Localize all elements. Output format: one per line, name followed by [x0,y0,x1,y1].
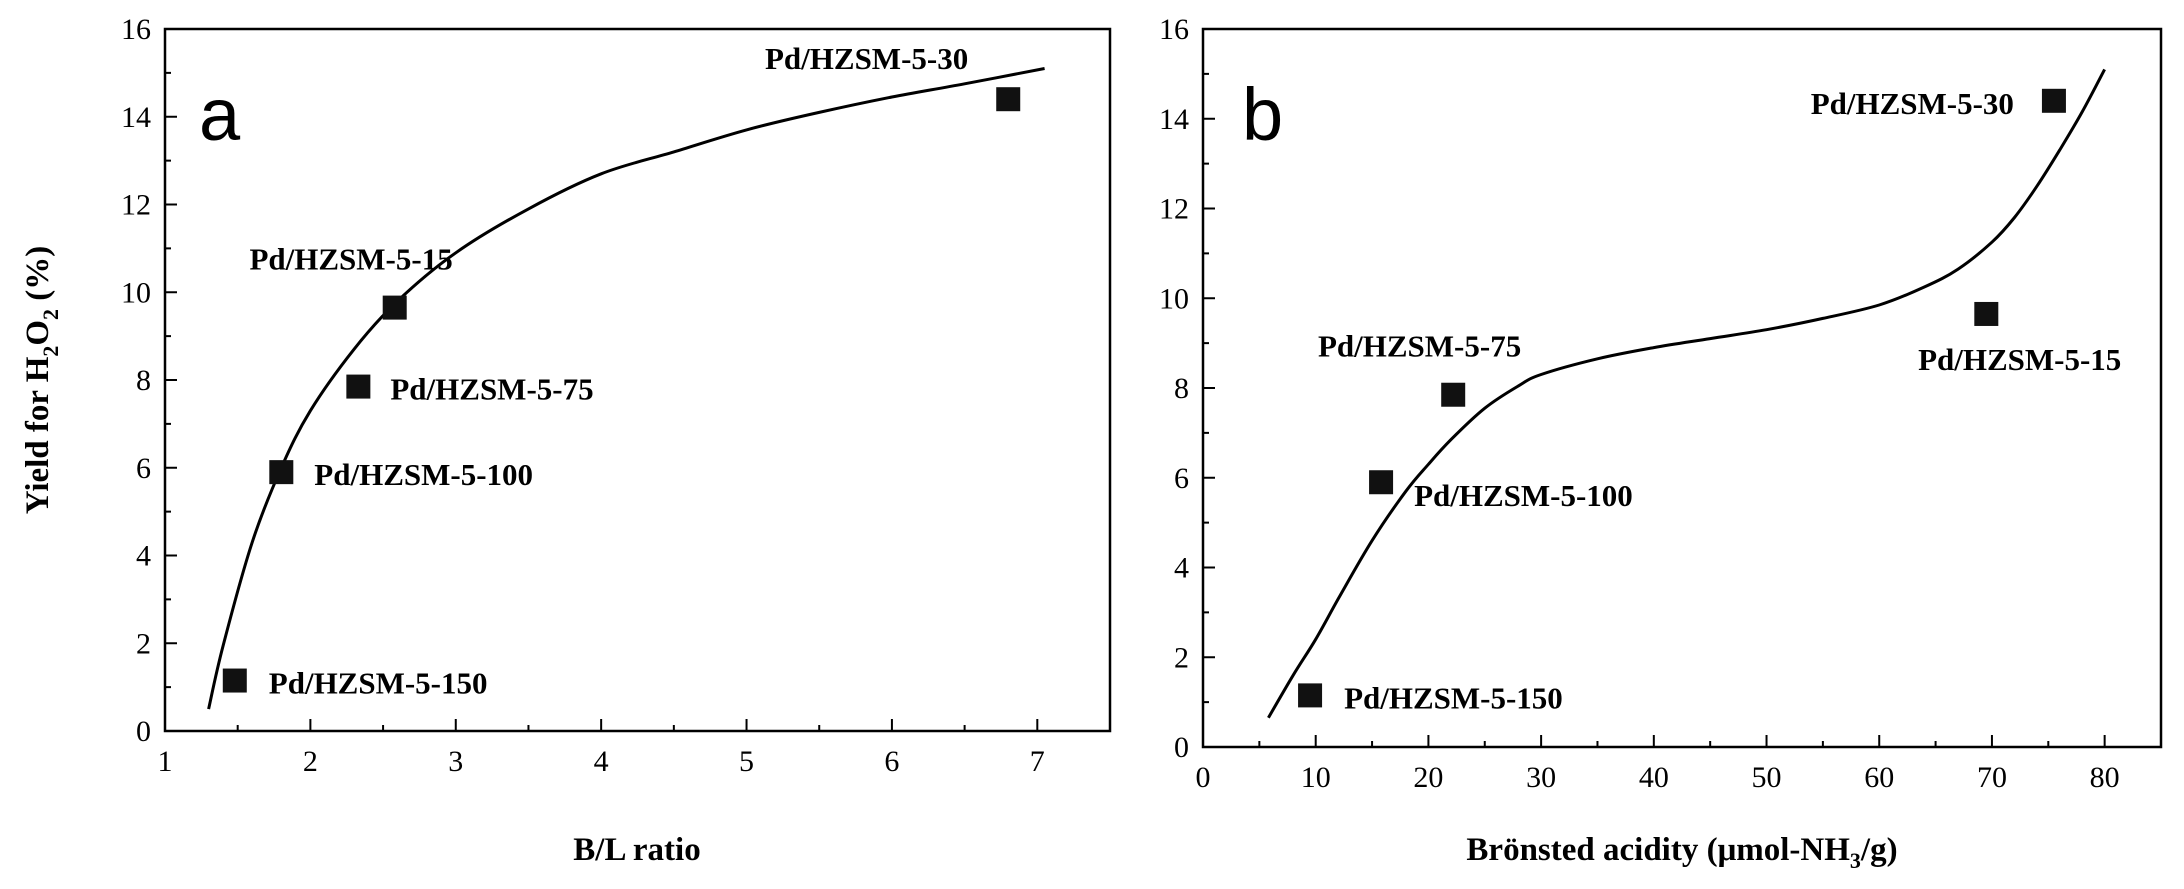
y-tick-label: 14 [1159,103,1189,136]
data-point-label: Pd/HZSM-5-30 [765,41,968,76]
data-point-label: Pd/HZSM-5-30 [1811,86,2014,121]
x-tick-label: 30 [1526,761,1556,794]
data-point-label: Pd/HZSM-5-15 [249,242,452,277]
panel-b-chart: 0 10 20 30 40 50 60 70 80 0 2 4 6 8 10 12 14 16 Pd/HZSM-5… [1159,13,2163,873]
y-tick-label: 2 [1174,641,1189,674]
y-tick-label: 12 [1159,193,1189,226]
data-point-marker [346,374,371,399]
fit-curve [1267,68,2106,719]
data-point-label: Pd/HZSM-5-15 [1918,342,2121,377]
data-point-marker [996,87,1021,112]
data-point-marker [1974,301,1999,326]
x-tick-label: 5 [739,745,754,778]
x-tick-label: 50 [1752,761,1782,794]
data-point-marker [222,668,247,693]
y-tick-label: 8 [136,364,151,397]
data-point-label: Pd/HZSM-5-75 [390,372,593,407]
data-point-label: Pd/HZSM-5-100 [1414,478,1633,513]
data-point-marker [1298,683,1323,708]
data-point-label: Pd/HZSM-5-150 [269,666,488,701]
data-point-marker [269,460,294,485]
panel-b-points: Pd/HZSM-5-150 Pd/HZSM-5-100 Pd/HZSM-5-75 Pd… [1298,86,2121,715]
y-tick-label: 0 [1174,731,1189,764]
y-tick-label: 2 [136,627,151,660]
panel-a-plot-frame [163,27,1112,733]
x-tick-label: 3 [448,745,463,778]
y-tick-label: 6 [136,452,151,485]
x-tick-label: 1 [158,745,173,778]
panel-a-points: Pd/HZSM-5-150 Pd/HZSM-5-100 Pd/HZSM-5-75 Pd… [222,41,1021,701]
x-tick-label: 2 [303,745,318,778]
y-tick-label: 6 [1174,462,1189,495]
x-tick-label: 4 [594,745,609,778]
panel-b-x-axis-title: Brönsted acidity (μmol-NH3/g) [1466,832,1897,873]
fit-curve [207,67,1045,710]
y-tick-label: 10 [121,276,151,309]
y-tick-label: 16 [121,13,151,46]
panel-b-curve-layer [1267,68,2106,719]
panel-b-plot-frame [1201,27,2163,749]
y-tick-label: 12 [121,189,151,222]
panel-a-x-axis-title: B/L ratio [573,832,700,868]
y-tick-label: 14 [121,101,151,134]
data-point-marker [382,295,407,320]
data-point-marker [2041,88,2066,113]
x-tick-label: 40 [1639,761,1669,794]
x-tick-label: 6 [884,745,899,778]
x-tick-label: 7 [1030,745,1045,778]
y-tick-label: 16 [1159,13,1189,46]
y-tick-label: 8 [1174,372,1189,405]
data-point-label: Pd/HZSM-5-150 [1344,680,1563,715]
panel-a-letter: a [199,73,241,156]
data-point-marker [1369,470,1394,495]
panel-a-y-axis-title: Yield for H2O2 (%) [20,246,63,515]
data-point-label: Pd/HZSM-5-75 [1318,329,1521,364]
x-tick-label: 20 [1413,761,1443,794]
x-tick-label: 70 [1977,761,2007,794]
panel-a-curve-layer [207,67,1045,710]
y-tick-label: 10 [1159,282,1189,315]
data-point-label: Pd/HZSM-5-100 [314,457,533,492]
y-tick-label: 4 [1174,552,1189,585]
x-tick-label: 60 [1864,761,1894,794]
y-tick-label: 0 [136,715,151,748]
panel-b-letter: b [1242,73,1283,156]
x-tick-label: 0 [1196,761,1211,794]
x-tick-label: 10 [1301,761,1331,794]
y-tick-label: 4 [136,540,151,573]
x-tick-label: 80 [2090,761,2120,794]
data-point-marker [1441,382,1466,407]
panel-b-ticks: 0 10 20 30 40 50 60 70 80 0 2 4 6 8 10 12 14 16 [1159,13,2120,794]
